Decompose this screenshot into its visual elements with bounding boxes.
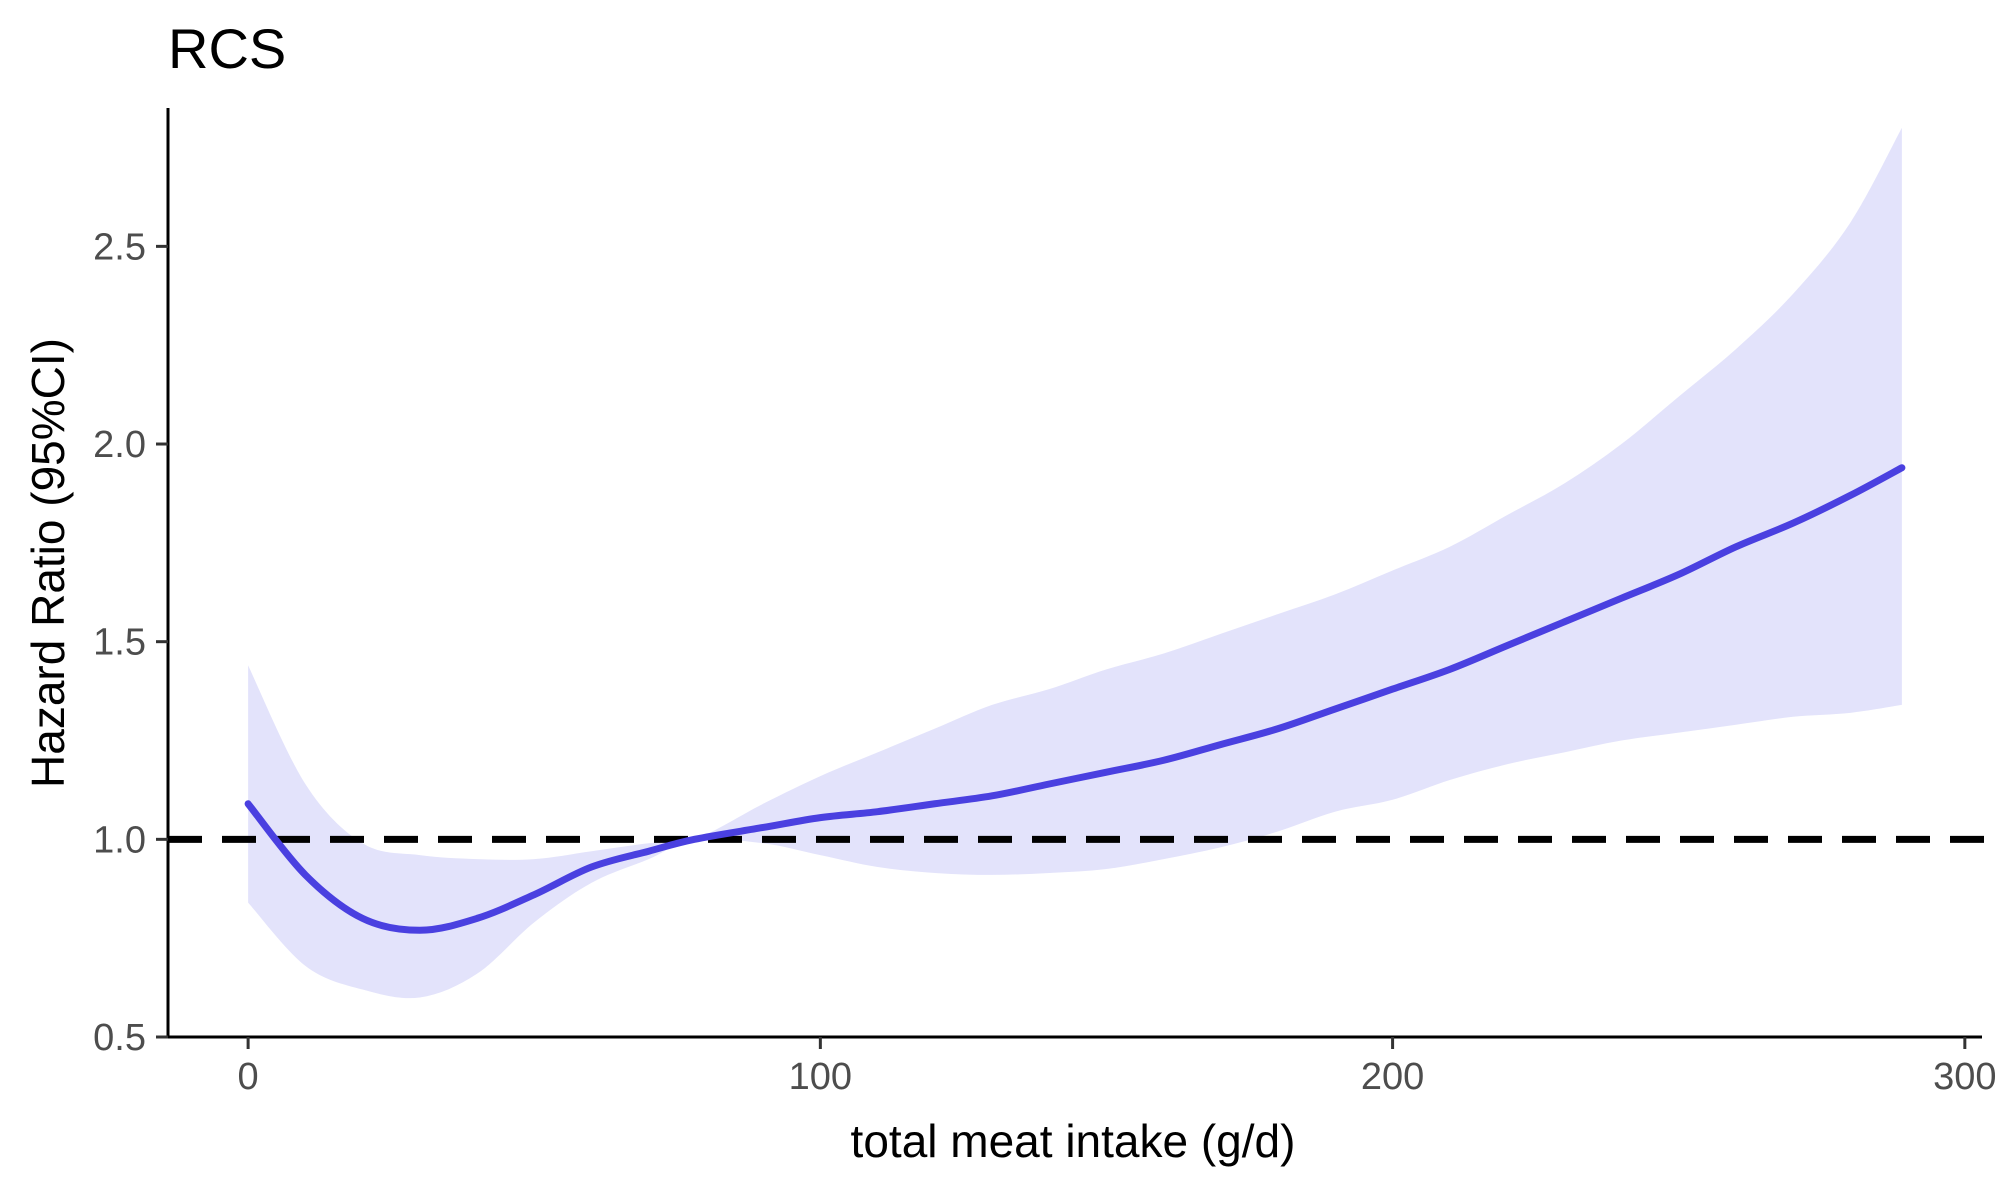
chart-title: RCS [168,17,286,80]
series-line [244,464,1906,934]
x-axis-label: total meat intake (g/d) [851,1115,1296,1167]
y-tick-label: 2.5 [93,226,146,268]
plot-area: 0 100 200 300 0.5 1.0 1.5 2.0 2.5 [93,108,1997,1098]
confidence-band [248,127,1902,999]
y-tick-label: 0.5 [93,1017,146,1059]
x-tick-label: 300 [1933,1056,1996,1098]
x-tick-label: 100 [789,1056,852,1098]
y-tick-label: 1.0 [93,819,146,861]
x-tick-label: 200 [1361,1056,1424,1098]
y-tick-label: 2.0 [93,424,146,466]
x-tick-label: 0 [238,1056,259,1098]
y-tick-label: 1.5 [93,622,146,664]
y-axis-label: Hazard Ratio (95%CI) [22,338,74,788]
